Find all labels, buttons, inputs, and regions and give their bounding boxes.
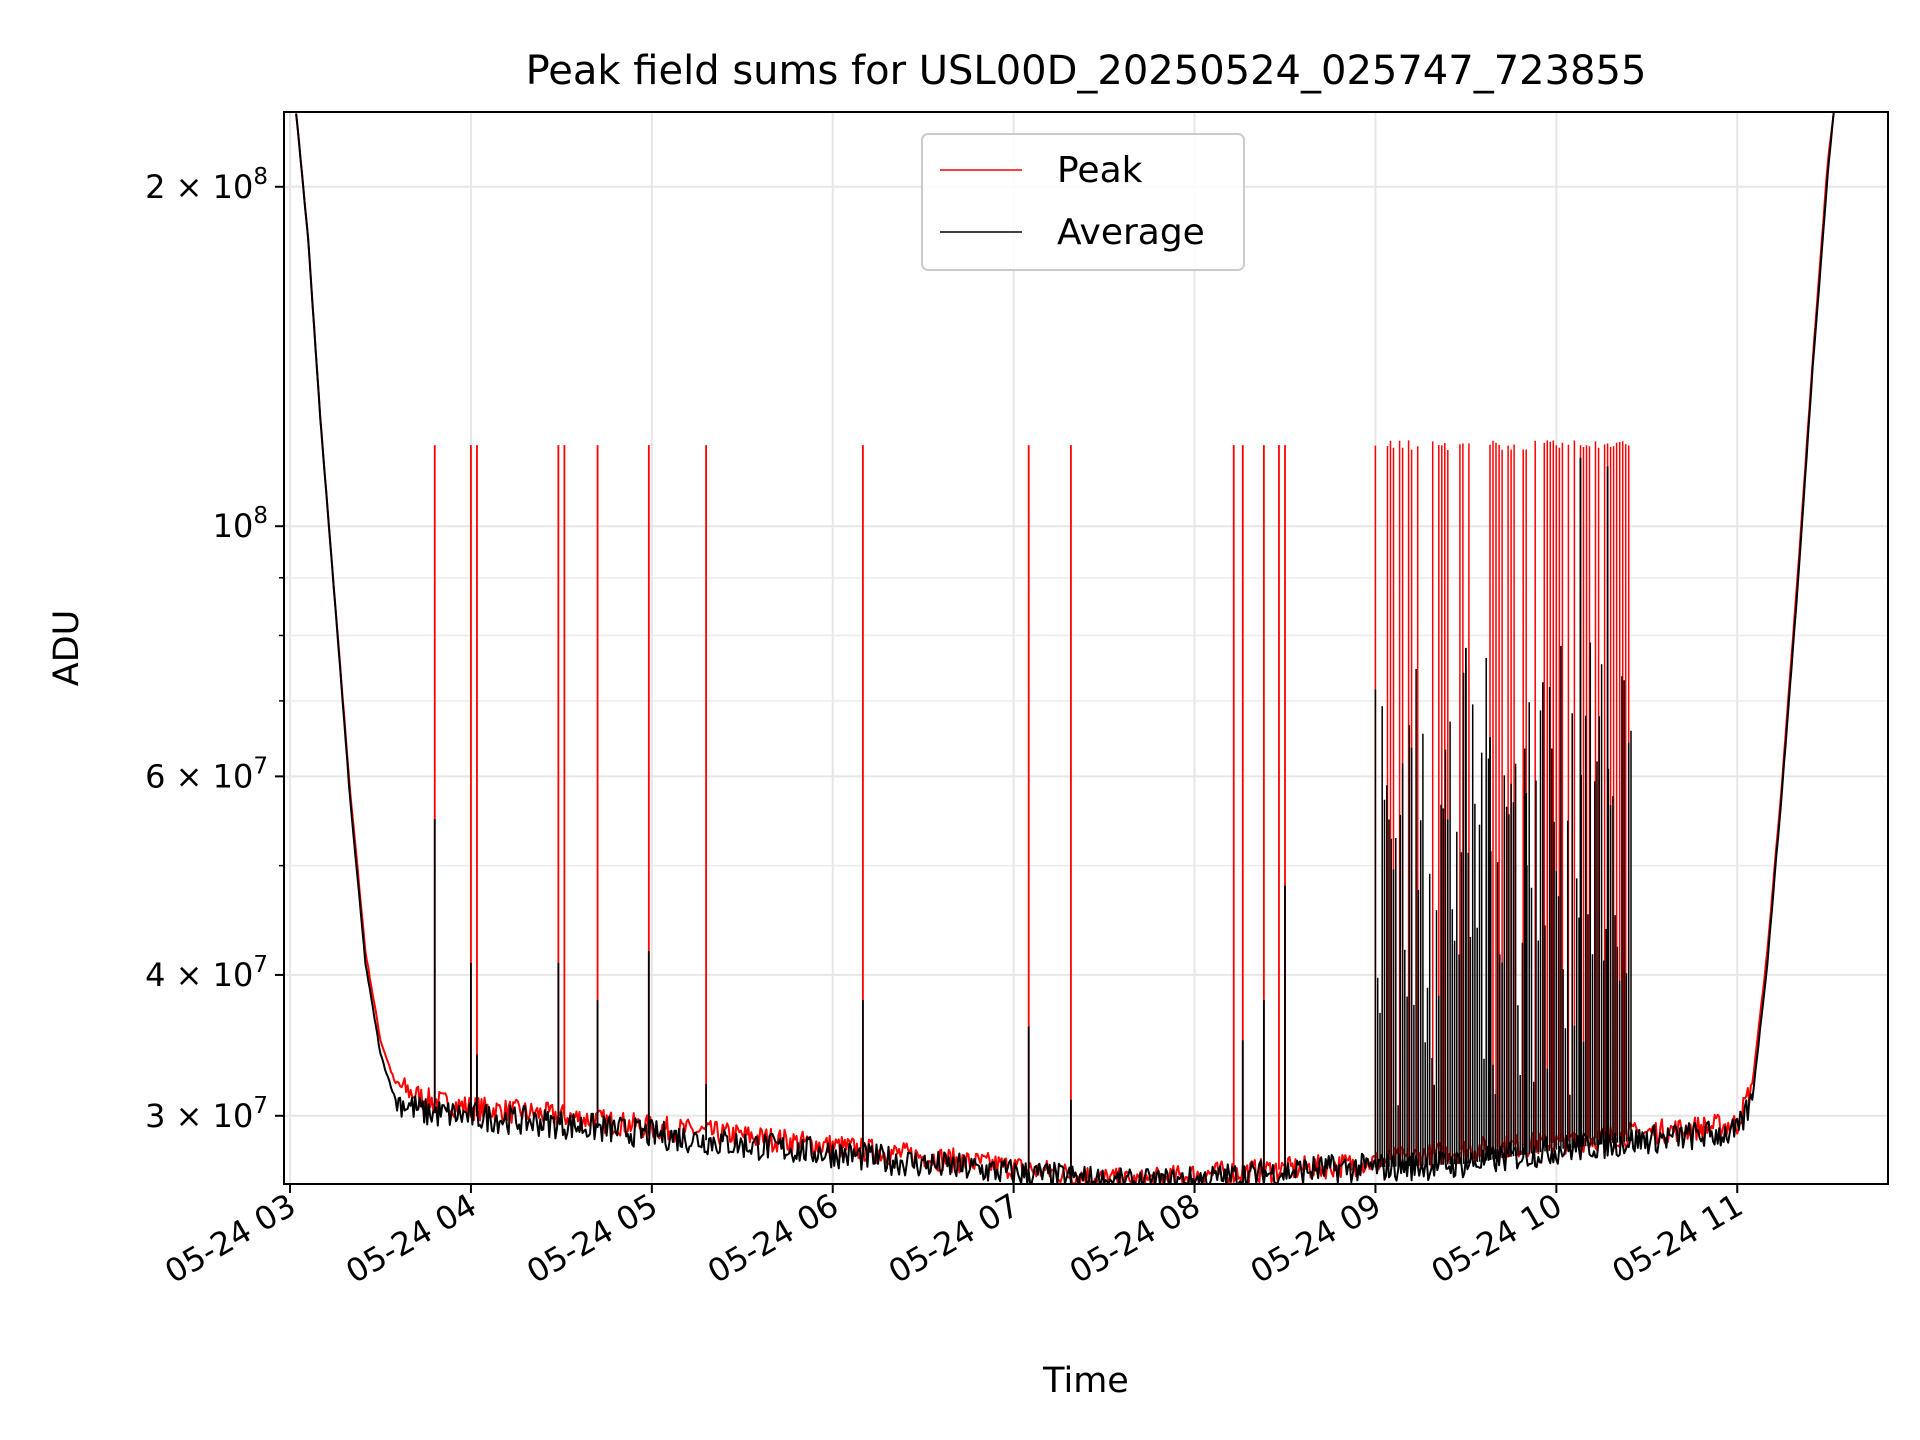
legend-box bbox=[921, 133, 1245, 271]
series-average bbox=[295, 112, 1835, 1184]
y-tick-label: 4 × 107 bbox=[145, 952, 268, 994]
x-axis-label: Time bbox=[1042, 1361, 1129, 1401]
y-axis-label: ADU bbox=[47, 610, 87, 687]
y-tick-label: 108 bbox=[213, 503, 268, 545]
chart-title: Peak field sums for USL00D_20250524_0257… bbox=[526, 48, 1647, 94]
series-line-average bbox=[295, 112, 1835, 1184]
legend-label-average: Average bbox=[1057, 212, 1205, 253]
y-tick-label: 3 × 107 bbox=[145, 1093, 268, 1135]
y-tick-label: 6 × 107 bbox=[145, 753, 268, 795]
y-tick-label: 2 × 108 bbox=[145, 164, 268, 206]
legend: Peak Average bbox=[921, 133, 1245, 271]
noise-average bbox=[1374, 642, 1632, 1168]
axes-frame bbox=[283, 111, 1889, 1185]
legend-label-peak: Peak bbox=[1057, 150, 1143, 191]
plot-area bbox=[295, 112, 1835, 1184]
